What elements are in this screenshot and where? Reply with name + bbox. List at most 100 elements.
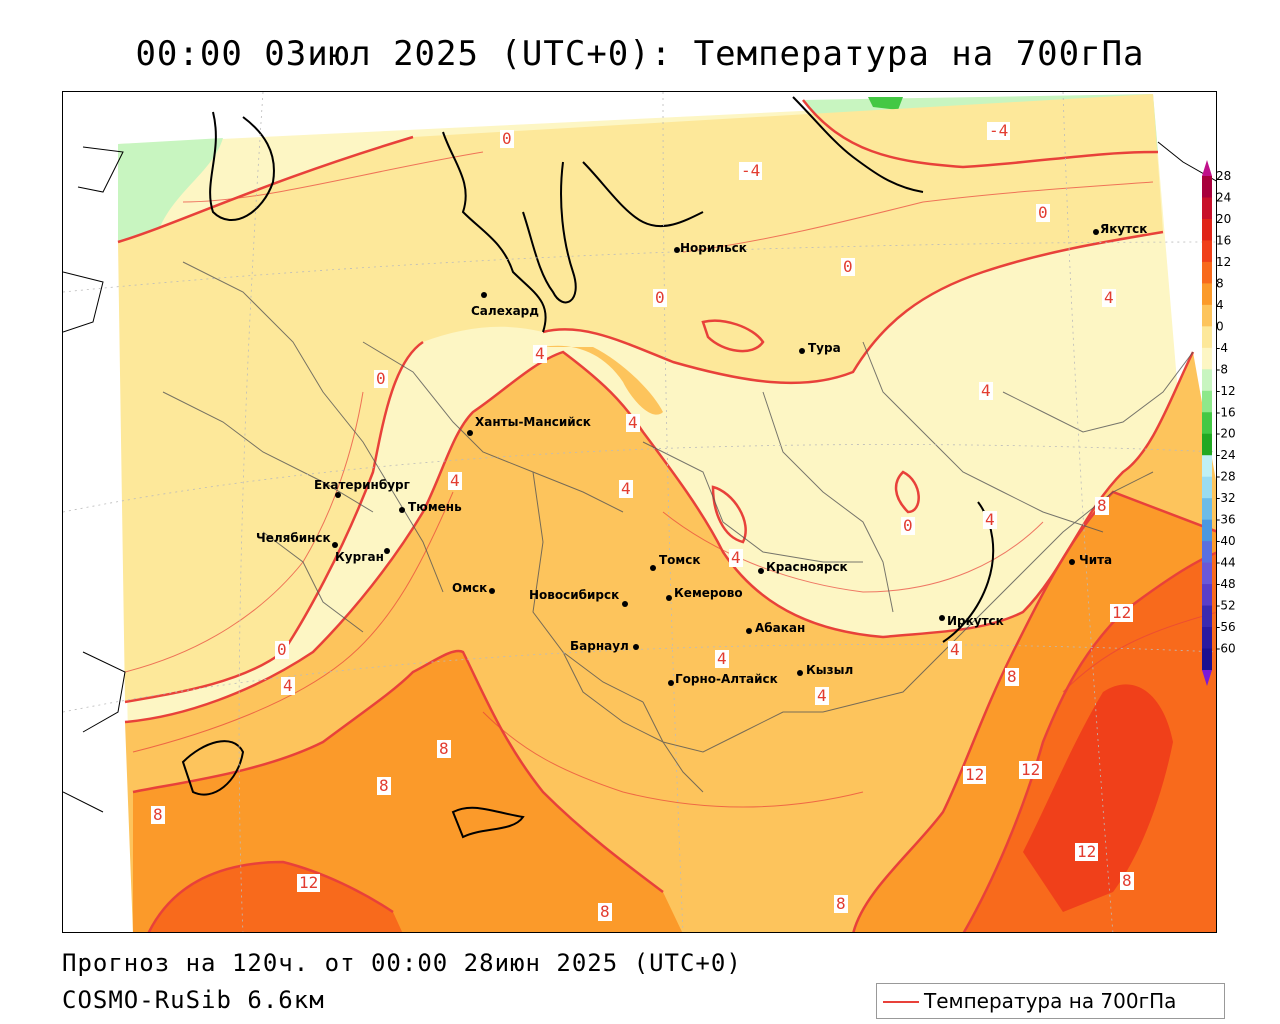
city-dot <box>384 548 390 554</box>
city-label: Кызыл <box>806 663 854 677</box>
scale-tick-label: 16 <box>1216 233 1231 247</box>
scale-tick-label: 8 <box>1216 276 1224 290</box>
legend-box: Температура на 700гПа <box>876 983 1225 1019</box>
contour-label: -4 <box>739 161 763 180</box>
scale-tick-label: -44 <box>1216 556 1236 570</box>
contour-label: 4 <box>626 413 640 432</box>
legend-line <box>883 1001 919 1003</box>
contour-label: 12 <box>297 873 321 892</box>
city-label: Горно-Алтайск <box>675 672 778 686</box>
contour-label: 12 <box>1110 603 1134 622</box>
isotherms <box>117 99 1216 932</box>
scale-swatch <box>1202 433 1212 456</box>
scale-swatch <box>1202 304 1212 327</box>
city-label: Абакан <box>755 621 806 635</box>
scale-tick-label: -48 <box>1216 577 1236 591</box>
city-dot <box>939 615 945 621</box>
city-dot <box>799 348 805 354</box>
scale-tick-label: -36 <box>1216 513 1236 527</box>
contour-label: 0 <box>653 288 667 307</box>
city-dot <box>758 568 764 574</box>
map-area: 0 0 0 0 0 0 -4 -4 4 4 4 4 4 4 4 4 4 4 4 … <box>62 91 1217 933</box>
scale-tick-label: -16 <box>1216 405 1236 419</box>
city-dot <box>332 542 338 548</box>
contour-label: 4 <box>948 640 962 659</box>
contour-label: 0 <box>901 516 915 535</box>
contour-label: 4 <box>729 548 743 567</box>
scale-swatch <box>1202 283 1212 306</box>
scale-tick-label: 0 <box>1216 319 1224 333</box>
contour-label: 4 <box>448 471 462 490</box>
city-label: Барнаул <box>570 639 629 653</box>
scale-tick-label: 20 <box>1216 212 1231 226</box>
graticule <box>63 92 1216 932</box>
scale-swatch <box>1202 605 1212 628</box>
city-dot <box>467 430 473 436</box>
city-label: Тюмень <box>408 500 462 514</box>
city-dot <box>633 644 639 650</box>
city-dot <box>650 565 656 571</box>
forecast-info: Прогноз на 120ч. от 00:00 28июн 2025 (UT… <box>62 949 742 977</box>
city-dot <box>1069 559 1075 565</box>
scale-swatch <box>1202 455 1212 478</box>
city-dot <box>666 595 672 601</box>
contour-label: 0 <box>841 257 855 276</box>
scale-tick-label: -8 <box>1216 362 1228 376</box>
city-label: Кемерово <box>674 586 743 600</box>
contour-label: 0 <box>374 369 388 388</box>
contour-label: 12 <box>1019 760 1043 779</box>
color-scale-bar: 28 24 20 16 12 8 4 0 -4 -8 -12 -16 -20 -24 -28 -32 -36 -4… <box>1202 160 1236 686</box>
contour-label: 0 <box>1036 203 1050 222</box>
scale-swatch <box>1202 412 1212 435</box>
contour-label: 8 <box>1120 871 1134 890</box>
scale-arrow-bottom <box>1202 670 1212 686</box>
city-dot <box>622 601 628 607</box>
city-dot <box>674 247 680 253</box>
scale-arrow-top <box>1202 160 1212 176</box>
legend-label: Температура на 700гПа <box>924 989 1177 1013</box>
scale-tick-label: 12 <box>1216 255 1231 269</box>
city-label: Новосибирск <box>529 588 620 602</box>
scale-swatch <box>1202 369 1212 392</box>
scale-swatch <box>1202 326 1212 349</box>
contour-label: 4 <box>1102 288 1116 307</box>
region-borders <box>162 261 1194 793</box>
city-dot <box>668 680 674 686</box>
scale-swatch <box>1202 584 1212 607</box>
city-label: Салехард <box>471 304 539 318</box>
scale-swatch <box>1202 176 1212 198</box>
contour-label: 8 <box>834 894 848 913</box>
contour-label: 8 <box>598 902 612 921</box>
model-info: COSMO-RuSib 6.6км <box>62 986 325 1014</box>
scale-tick-label: 28 <box>1216 169 1231 183</box>
contour-label: 8 <box>377 776 391 795</box>
city-label: Челябинск <box>256 531 331 545</box>
contour-label: 4 <box>715 649 729 668</box>
contour-label: 8 <box>437 739 451 758</box>
contour-label: 4 <box>619 479 633 498</box>
scale-tick-label: 24 <box>1216 190 1231 204</box>
city-dot <box>489 588 495 594</box>
scale-tick-label: -24 <box>1216 448 1236 462</box>
city-dot <box>335 492 341 498</box>
contour-label: 12 <box>963 765 987 784</box>
scale-swatch <box>1202 240 1212 263</box>
scale-tick-label: -40 <box>1216 534 1236 548</box>
city-dot <box>746 628 752 634</box>
city-label: Тура <box>808 341 841 355</box>
scale-swatch <box>1202 519 1212 542</box>
scale-swatch <box>1202 627 1212 650</box>
scale-swatch <box>1202 197 1212 220</box>
city-dot <box>1093 229 1099 235</box>
scale-tick-label: -60 <box>1216 642 1236 656</box>
city-label: Омск <box>452 581 488 595</box>
city-dot <box>399 507 405 513</box>
scale-swatch <box>1202 218 1212 241</box>
scale-swatch <box>1202 648 1212 671</box>
scale-swatch <box>1202 261 1212 284</box>
city-label: Томск <box>659 553 701 567</box>
contour-label: 4 <box>979 381 993 400</box>
city-label: Екатеринбург <box>314 478 410 492</box>
temperature-field <box>63 92 1216 932</box>
city-dot <box>481 292 487 298</box>
